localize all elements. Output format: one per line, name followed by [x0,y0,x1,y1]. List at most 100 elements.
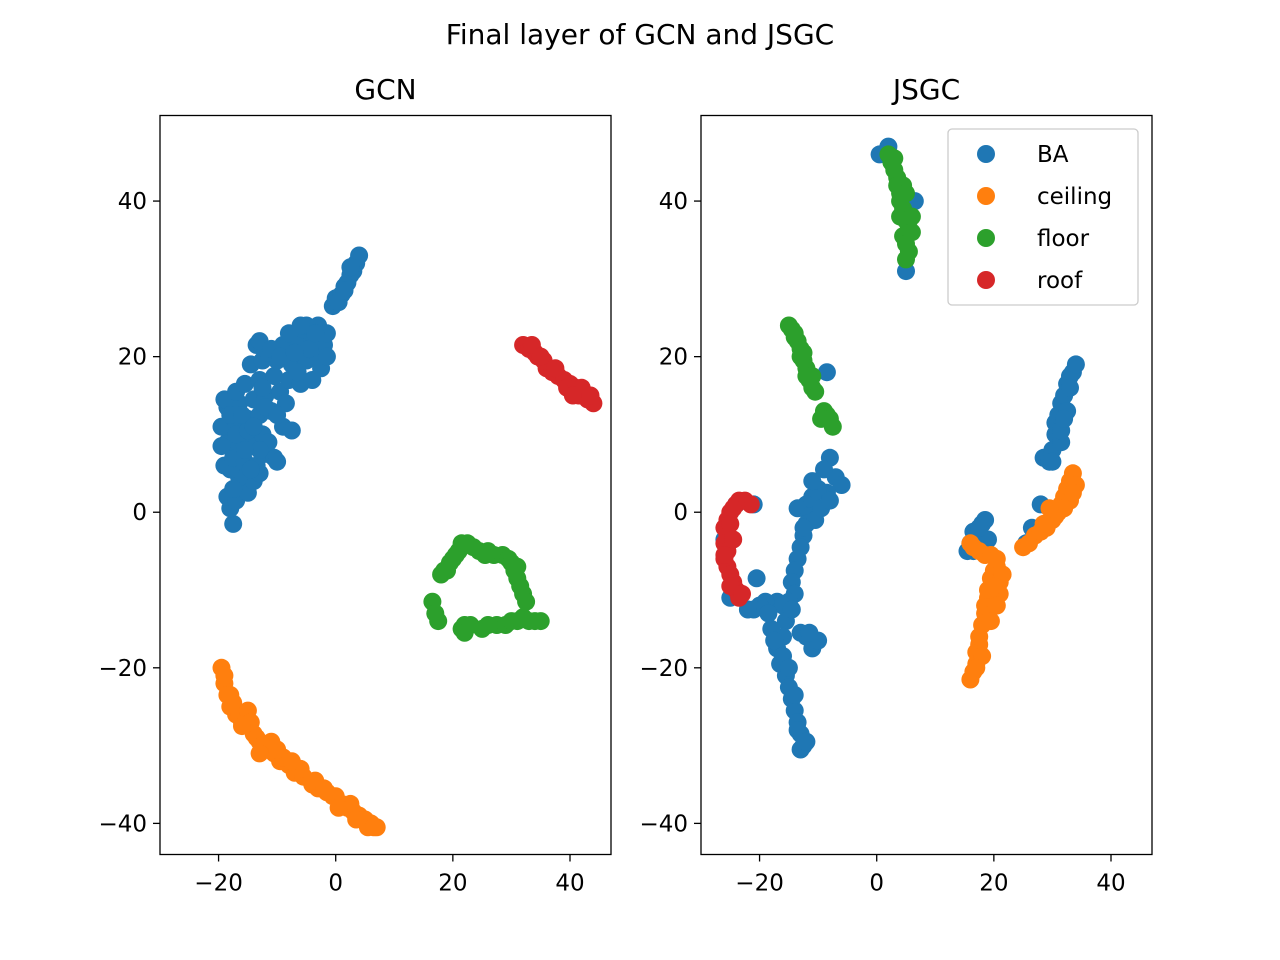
jsgc-legend: BA ceiling floor roof [947,128,1139,306]
scatter-point [1040,499,1059,518]
jsgc-y-axis: −40 −20 0 20 40 [639,189,701,837]
scatter-point [794,343,813,362]
x-tick-label: 40 [1096,871,1125,897]
gcn-plot-frame [159,114,612,856]
y-tick-label: 40 [659,189,688,215]
legend-label-floor: floor [1037,226,1090,252]
y-tick-label: −20 [98,656,147,682]
scatter-point [800,623,819,642]
scatter-point [244,417,263,436]
scatter-point [747,569,766,588]
scatter-point [1063,483,1082,502]
scatter-point [315,779,333,798]
legend-label-ceiling: ceiling [1037,184,1112,210]
scatter-point [724,499,743,518]
jsgc-series-roof [715,491,760,607]
figure-suptitle: Final layer of GCN and JSGC [446,18,834,51]
y-tick-label: −40 [98,811,147,837]
scatter-point [317,347,336,366]
scatter-point [897,184,915,203]
scatter-point [341,258,360,277]
panel-title-gcn: GCN [354,73,416,106]
scatter-point [531,347,550,366]
scatter-point [546,359,565,378]
scatter-point [364,818,383,837]
legend-marker-floor [977,229,995,247]
scatter-point [224,479,243,498]
scatter-point [250,441,269,459]
scatter-point [235,374,254,393]
scatter-point [235,441,254,459]
y-tick-label: 20 [118,345,147,371]
scatter-point [215,666,234,685]
scatter-point [306,324,325,343]
y-tick-label: 40 [118,189,147,215]
scatter-point [885,149,904,168]
scatter-point [288,363,307,382]
scatter-point [815,460,833,479]
x-tick-label: −20 [194,871,243,897]
scatter-point [785,686,804,704]
gcn-series-0 [212,246,369,533]
scatter-point [984,577,1003,596]
scatter-point [987,549,1006,568]
scatter-point [581,386,600,405]
scatter-point [765,631,784,650]
x-tick-label: 0 [328,871,343,897]
legend-label-roof: roof [1037,268,1083,294]
scatter-point [785,324,804,343]
y-tick-label: 0 [132,500,147,526]
jsgc-plot-frame [700,114,1153,856]
gcn-series-3 [514,336,603,413]
legend-box [947,128,1139,306]
y-tick-label: −20 [639,656,688,682]
scatter-point [446,546,465,564]
gcn-x-axis: −20 0 20 40 [194,854,585,897]
scatter-point [803,367,822,386]
scatter-point [759,604,778,623]
scatter-point [1061,378,1079,397]
scatter-point [797,732,816,751]
jsgc-series-ceiling [961,464,1085,689]
scatter-point [517,592,536,611]
y-tick-label: 20 [659,345,688,371]
x-tick-label: 20 [979,871,1008,897]
x-tick-label: 20 [438,871,467,897]
jsgc-scatter-points [715,137,1085,759]
x-tick-label: −20 [735,871,784,897]
jsgc-series-floor [779,145,921,436]
scatter-point [832,476,851,494]
legend-marker-roof [977,271,995,289]
panel-jsgc: JSGC −20 0 20 40 −40 −20 0 20 40 BA ceiling floor… [639,73,1153,897]
gcn-series-1 [212,658,386,837]
scatter-point [1055,409,1074,428]
scatter-point [479,542,497,561]
scatter-point [212,437,231,456]
scatter-point [265,367,284,386]
scatter-point [291,316,310,335]
gcn-y-axis: −40 −20 0 20 40 [98,189,160,837]
scatter-point [282,421,301,440]
scatter-point [221,686,240,704]
panel-gcn: GCN −20 0 20 40 −40 −20 0 20 40 [98,73,612,897]
scatter-point [268,406,287,424]
gcn-series-2 [423,534,550,642]
scatter-point [1055,499,1074,518]
scatter-point [721,514,740,533]
scatter-point [435,561,454,580]
scatter-point [715,546,734,564]
legend-marker-BA [977,145,995,163]
scatter-point [803,472,822,491]
y-tick-label: −40 [639,811,688,837]
scatter-point [724,530,743,549]
scatter-point [271,347,290,366]
scatter-point [268,452,287,471]
scatter-point [285,343,304,362]
scatter-point [1034,514,1053,533]
gcn-scatter-points [212,246,603,837]
scatter-point [1066,355,1085,374]
scatter-point [817,363,836,382]
scatter-point [233,406,251,424]
scatter-point [268,740,287,759]
